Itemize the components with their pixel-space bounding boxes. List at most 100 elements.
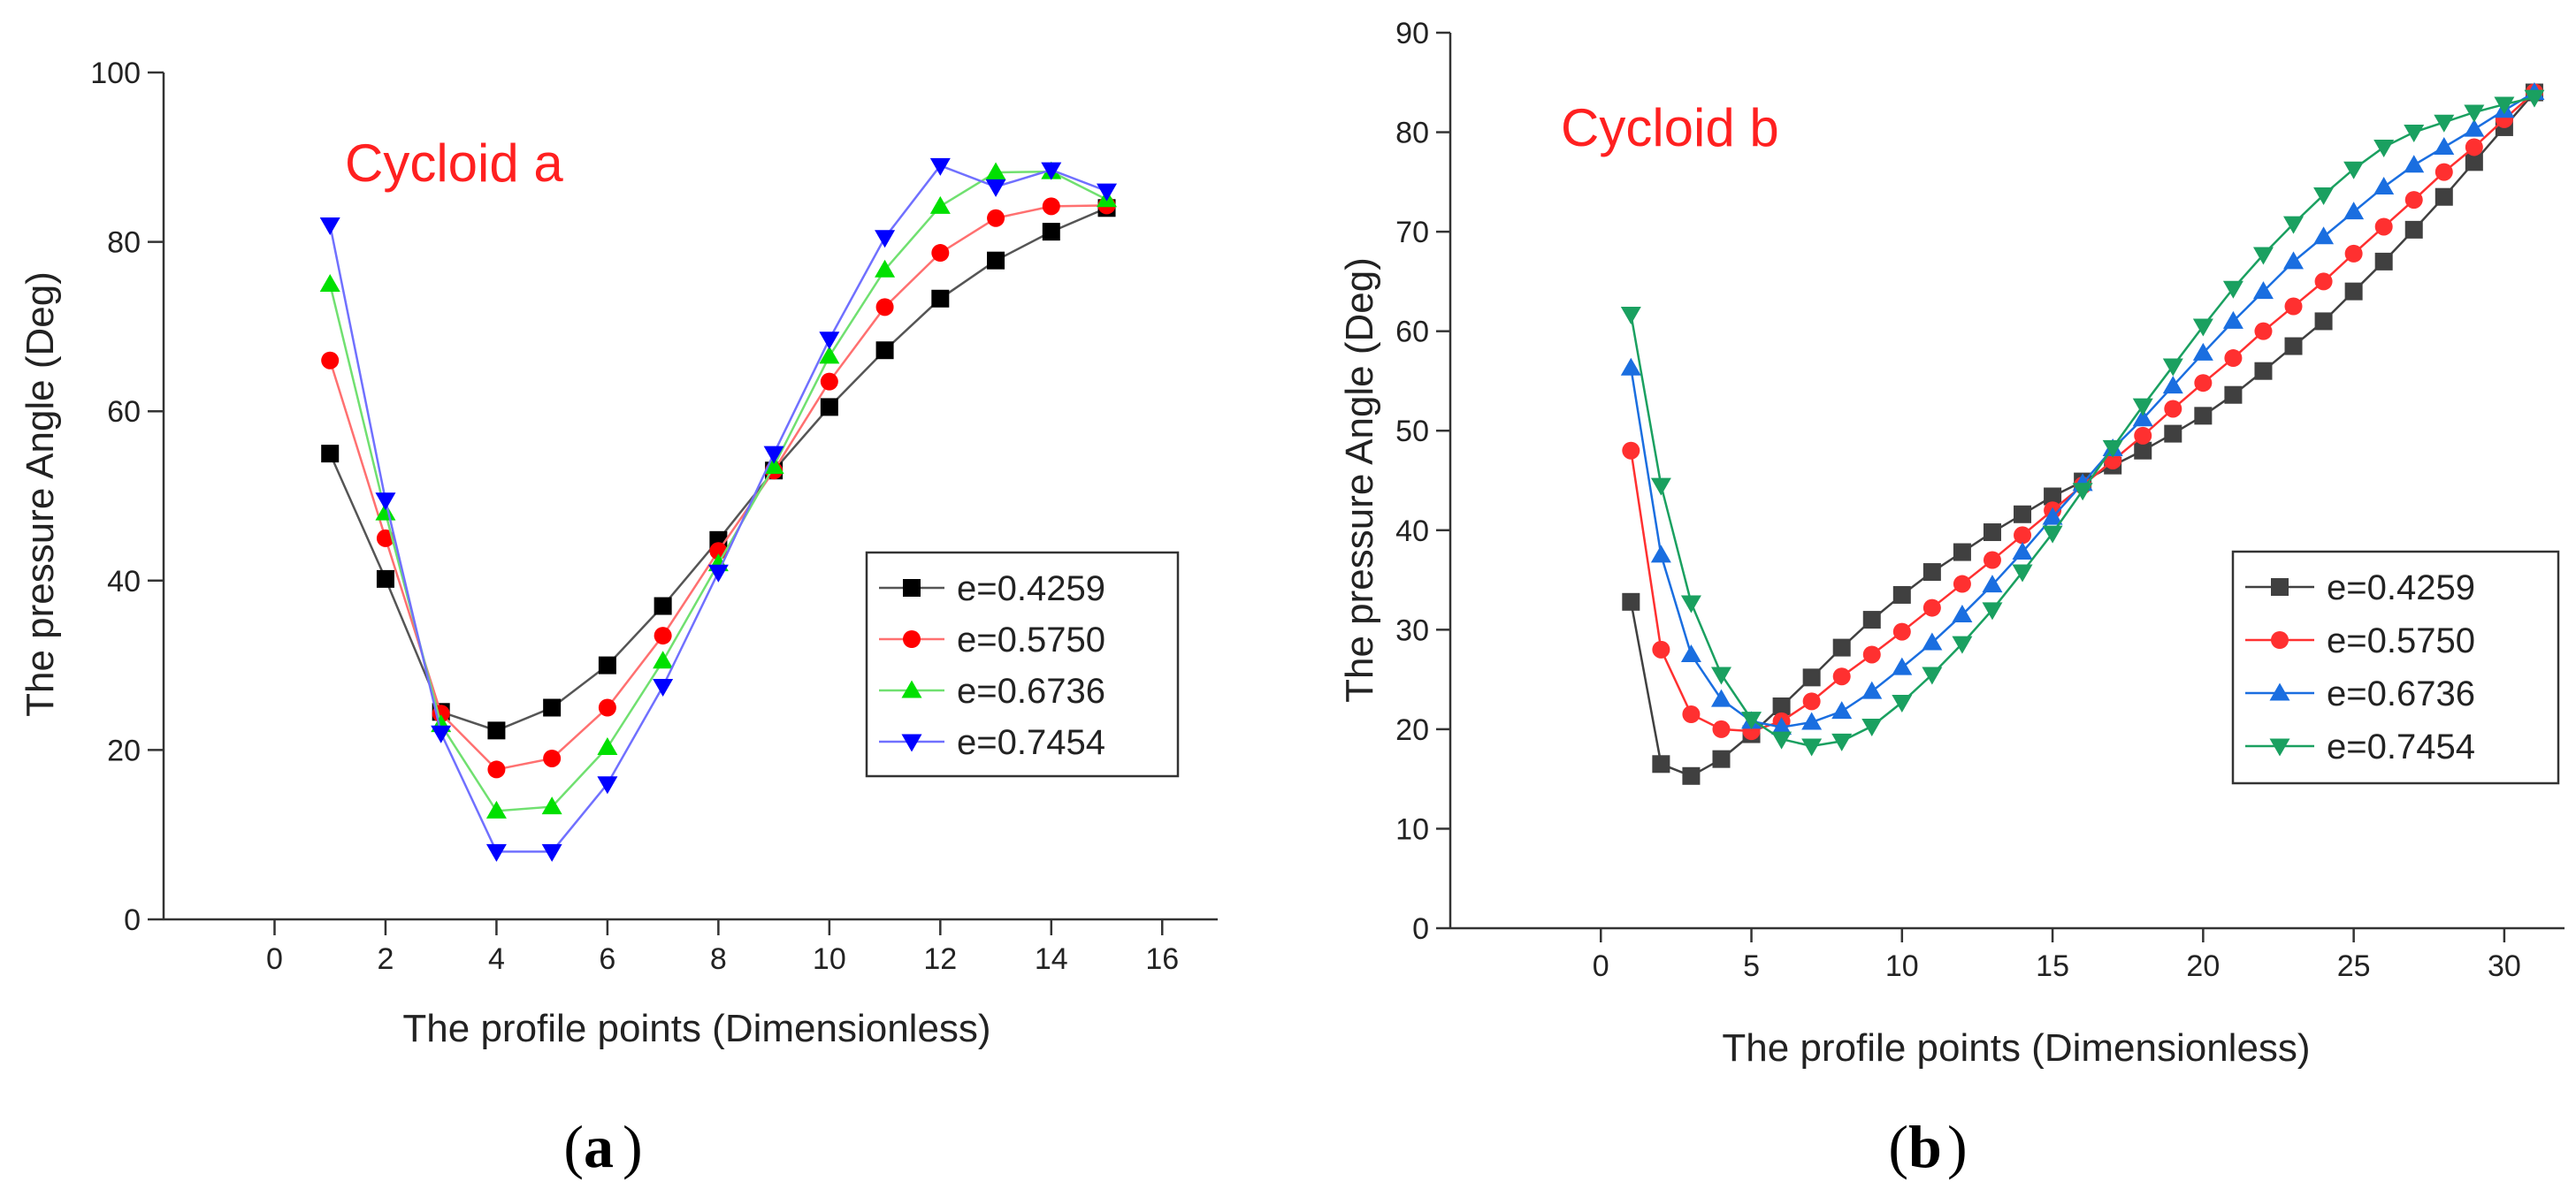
chart-b-series <box>1620 82 2545 785</box>
chart-a-data-point <box>1097 183 1118 202</box>
chart-b-ticks: 0 5 10 15 20 25 30 0 10 20 30 40 50 60 70 80 90 <box>1395 17 2521 983</box>
chart-a-data-point <box>931 289 950 308</box>
chart-b-data-point <box>1712 720 1731 738</box>
chart-b-data-point <box>2435 187 2453 206</box>
chart-b-y-tick-label: 90 <box>1395 17 1429 50</box>
chart-b-data-point <box>1982 575 2003 593</box>
chart-a-data-point <box>985 162 1006 180</box>
chart-a-data-point <box>431 725 452 743</box>
chart-b-data-point <box>1682 766 1701 785</box>
chart-b-data-point <box>1952 636 1973 654</box>
chart-b-data-point <box>2283 251 2305 270</box>
chart-b-data-point <box>1952 604 1973 622</box>
chart-b-data-point <box>2434 136 2455 155</box>
chart-a-data-point <box>1041 162 1062 180</box>
chart-b-data-point <box>1650 545 1671 563</box>
chart-a-data-point <box>487 721 506 740</box>
chart-b-data-point <box>2464 118 2485 137</box>
chart-b-x-tick-label: 20 <box>2186 949 2220 983</box>
chart-a-data-point <box>375 492 396 511</box>
chart-b-data-point <box>2404 125 2425 143</box>
chart-b-data-point <box>1892 657 1913 675</box>
chart-b-data-point <box>2164 400 2182 418</box>
chart-b-y-tick-label: 80 <box>1395 117 1429 150</box>
chart-b-y-tick-label: 20 <box>1395 713 1429 747</box>
chart-b-data-point <box>2284 297 2303 316</box>
chart-b-data-point <box>1953 575 1971 593</box>
chart-b-x-tick-label: 30 <box>2488 949 2521 983</box>
chart-b-data-point <box>1682 705 1701 724</box>
chart-b-data-point <box>1983 523 2001 542</box>
chart-a-title: Cycloid a <box>345 133 563 193</box>
chart-b-data-point <box>1922 667 1943 685</box>
chart-b-data-point <box>2104 451 2122 469</box>
chart-b-data-point <box>2044 487 2062 506</box>
chart-b-data-point <box>2254 322 2273 340</box>
chart-b-data-point <box>2252 281 2274 300</box>
chart-a-data-point <box>875 298 894 316</box>
chart-b-data-point <box>2222 310 2243 329</box>
chart-b-data-point <box>2494 96 2515 115</box>
chart-b-xlabel: The profile points (Dimensionless) <box>1722 1026 2310 1070</box>
chart-b-data-point <box>1861 719 1883 737</box>
chart-b-y-tick-label: 40 <box>1395 514 1429 548</box>
chart-a-caption-open: ( <box>563 1113 584 1180</box>
chart-a-data-point <box>1042 223 1060 241</box>
chart-a-data-point <box>375 502 396 521</box>
chart-a-data-point <box>543 749 562 767</box>
chart-b-data-point <box>2404 191 2423 210</box>
chart-a-xlabel: The profile points (Dimensionless) <box>402 1007 990 1050</box>
chart-a-data-point <box>485 800 507 819</box>
chart-b-data-point <box>2224 349 2243 368</box>
chart-b-data-point <box>2252 247 2274 265</box>
chart-b-data-point <box>2192 318 2213 337</box>
chart-a-legend-label: e=0.4259 <box>957 569 1105 608</box>
chart-b-data-point <box>1831 733 1853 751</box>
chart-b-series-4 <box>1620 89 2545 757</box>
chart-a-legend-label: e=0.6736 <box>957 672 1105 711</box>
chart-a-caption: ( a ) <box>563 1113 642 1180</box>
chart-a: Cycloid a The profile points (Dimensionl… <box>19 57 1218 1180</box>
chart-a-x-tick-label: 14 <box>1035 942 1068 976</box>
chart-a-data-point <box>1042 197 1060 216</box>
chart-b-y-tick-label: 10 <box>1395 812 1429 846</box>
chart-a-data-point <box>598 656 616 675</box>
chart-a-legend-marker <box>903 630 921 648</box>
chart-b-legend-label: e=0.6736 <box>2327 675 2475 713</box>
chart-a-data-point <box>929 195 951 214</box>
chart-b-data-point <box>2344 282 2363 301</box>
chart-b-legend-marker <box>2271 578 2289 596</box>
chart-a-data-point <box>931 244 950 263</box>
chart-b-data-point <box>2164 424 2182 443</box>
chart-b-data-point <box>2194 374 2213 393</box>
chart-b-y-tick-label: 50 <box>1395 415 1429 448</box>
chart-a-data-point <box>987 251 1005 270</box>
chart-b-data-point <box>2134 441 2152 460</box>
chart-b-data-point <box>2464 104 2485 123</box>
chart-b-data-point <box>2224 385 2243 404</box>
chart-b-x-tick-label: 25 <box>2337 949 2371 983</box>
chart-b-data-point <box>2313 187 2335 205</box>
chart-b-data-point <box>1620 357 1641 376</box>
chart-a-data-point <box>597 776 618 795</box>
chart-a-x-tick-label: 0 <box>266 942 283 976</box>
chart-b-title: Cycloid b <box>1561 98 1779 157</box>
chart-a-data-point <box>763 446 784 464</box>
chart-a-data-point <box>875 341 894 360</box>
chart-b-data-point <box>1802 692 1821 711</box>
chart-a-data-point <box>321 351 340 370</box>
chart-b-caption-close: ) <box>1947 1113 1968 1180</box>
chart-b-data-point <box>1741 712 1762 730</box>
chart-b-data-point <box>2132 408 2153 427</box>
chart-a-x-tick-label: 2 <box>377 942 394 976</box>
chart-a-x-tick-label: 4 <box>488 942 505 976</box>
chart-b-data-point <box>1831 701 1853 720</box>
chart-b-data-point <box>2314 272 2333 291</box>
chart-b-data-point <box>2435 163 2453 181</box>
chart-b-data-point <box>2102 439 2123 458</box>
chart-a-data-point <box>485 843 507 862</box>
chart-a-x-tick-label: 6 <box>599 942 615 976</box>
chart-a-data-point <box>875 259 896 278</box>
chart-b-caption: ( b ) <box>1888 1113 1967 1180</box>
chart-a-data-point <box>541 796 562 815</box>
